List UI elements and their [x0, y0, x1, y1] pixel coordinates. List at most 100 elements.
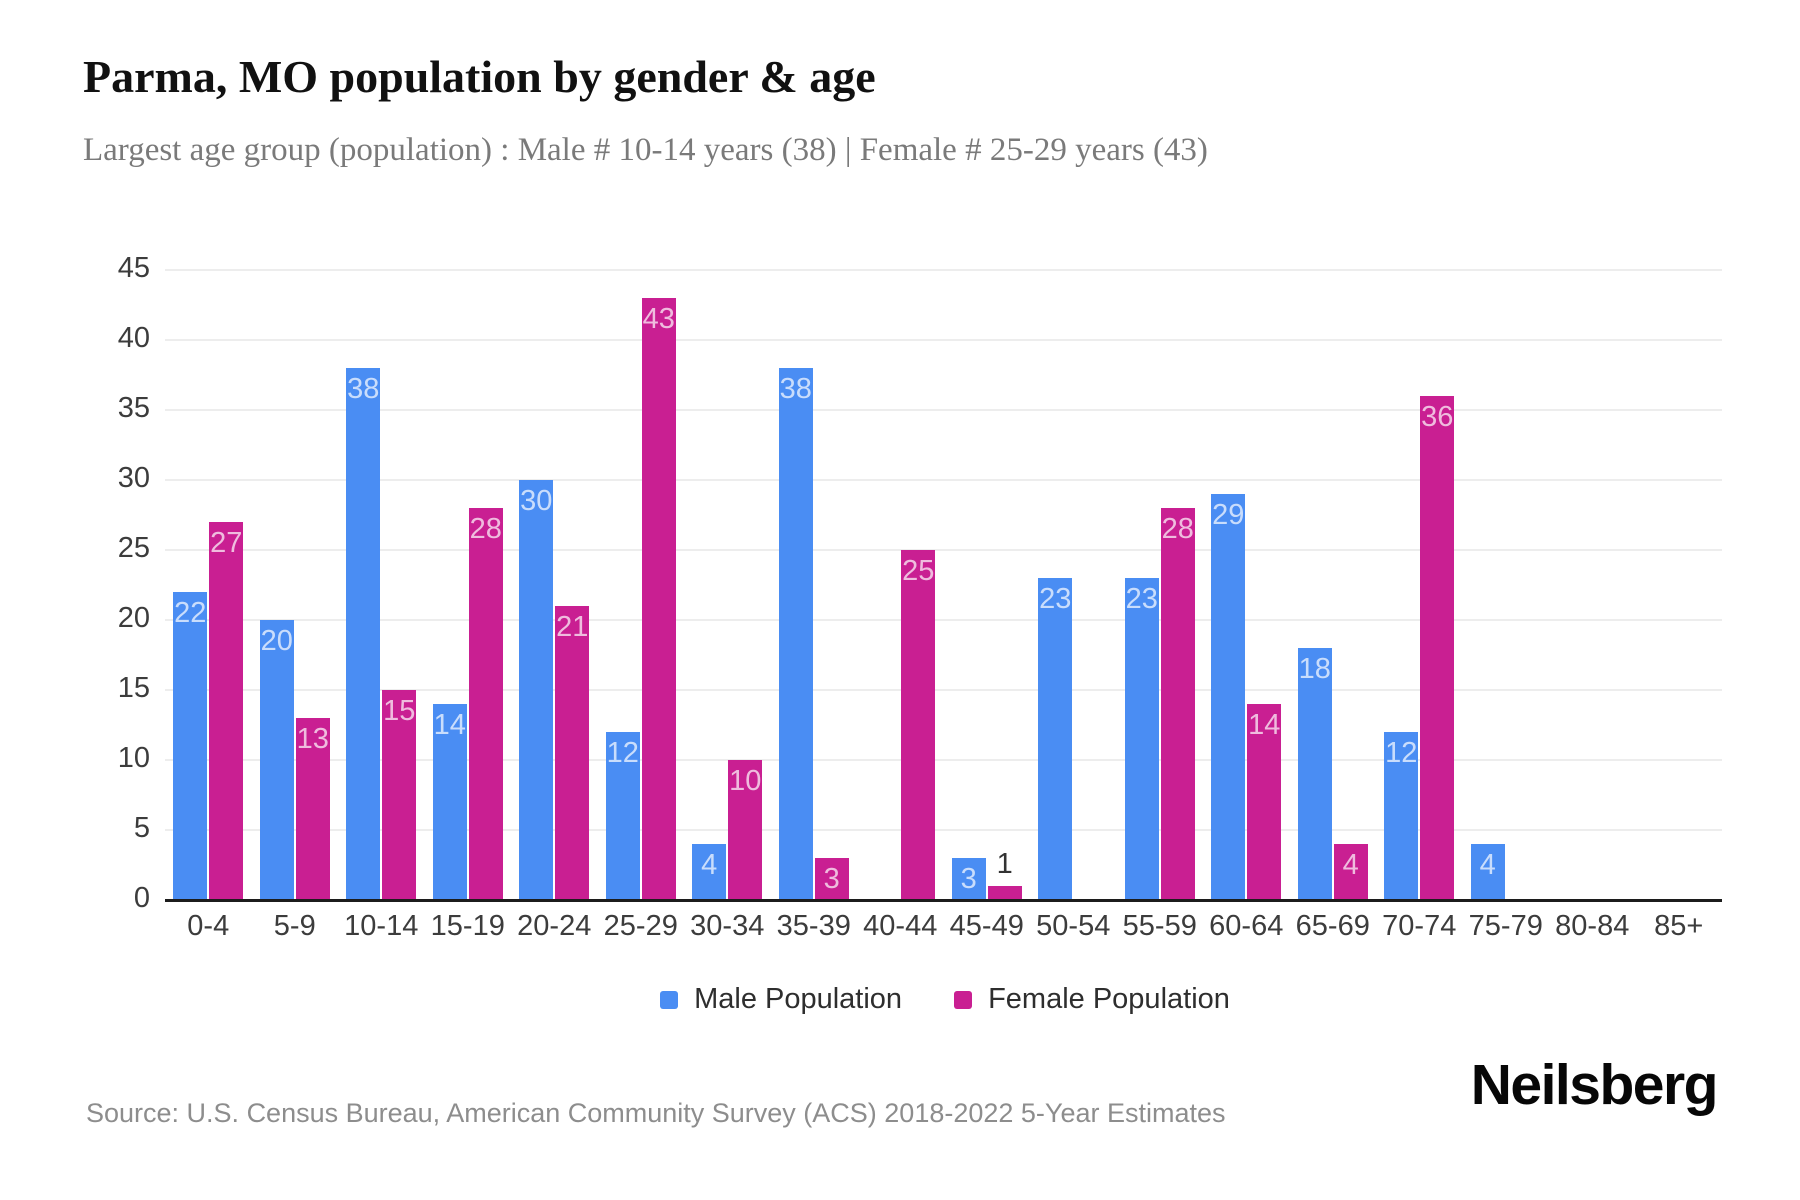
x-axis-tick-label-80-84: 80-84: [1555, 910, 1630, 942]
gridline-15: [165, 689, 1722, 691]
y-axis-tick-label: 40: [117, 322, 150, 354]
bar-male-5-9-value-label: 20: [260, 625, 293, 657]
bar-male-5-9[interactable]: [259, 620, 294, 900]
x-axis-tick-label-0-4: 0-4: [187, 910, 230, 942]
bar-female-5-9-value-label: 13: [296, 723, 329, 755]
bar-male-55-59-value-label: 23: [1125, 583, 1158, 615]
bar-male-15-19-value-label: 14: [433, 709, 466, 741]
x-axis-tick-label-50-54: 50-54: [1036, 910, 1111, 942]
bar-female-55-59[interactable]: [1160, 508, 1195, 900]
bar-male-10-14-value-label: 38: [347, 373, 380, 405]
bar-male-45-49[interactable]: [951, 858, 986, 900]
x-axis-tick-label-60-64: 60-64: [1209, 910, 1284, 942]
bar-male-50-54-value-label: 23: [1039, 583, 1072, 615]
bar-male-35-39[interactable]: [778, 368, 813, 900]
legend-item-male[interactable]: Male Population: [660, 983, 902, 1016]
y-axis-tick-label: 35: [117, 392, 150, 424]
bar-male-70-74[interactable]: [1384, 732, 1419, 900]
x-axis-tick-label-65-69: 65-69: [1295, 910, 1370, 942]
bar-female-15-19[interactable]: [468, 508, 503, 900]
bar-male-60-64-value-label: 29: [1212, 499, 1245, 531]
bar-male-75-79[interactable]: [1470, 844, 1505, 900]
chart-subtitle: Largest age group (population) : Male # …: [83, 132, 1208, 168]
legend-item-female[interactable]: Female Population: [954, 983, 1230, 1016]
x-axis-tick-label-25-29: 25-29: [603, 910, 678, 942]
bar-male-35-39-value-label: 38: [779, 373, 812, 405]
gridline-40: [165, 339, 1722, 341]
bar-male-65-69[interactable]: [1297, 648, 1332, 900]
bar-male-10-14[interactable]: [346, 368, 381, 900]
bar-male-0-4-value-label: 22: [174, 597, 207, 629]
y-axis-tick-label: 5: [133, 812, 150, 844]
bar-male-25-29[interactable]: [605, 732, 640, 900]
legend-swatch-icon: [660, 990, 679, 1009]
bar-female-35-39-value-label: 3: [823, 863, 840, 895]
legend-swatch-icon: [954, 990, 973, 1009]
y-axis-tick-label: 20: [117, 602, 150, 634]
bar-female-30-34[interactable]: [728, 760, 763, 900]
bar-female-70-74[interactable]: [1420, 396, 1455, 900]
neilsberg-logo: Neilsberg: [1470, 1053, 1719, 1117]
bar-female-60-64[interactable]: [1247, 704, 1282, 900]
gridline-30: [165, 479, 1722, 481]
bar-male-0-4[interactable]: [173, 592, 208, 900]
bar-male-70-74-value-label: 12: [1385, 737, 1418, 769]
gridline-20: [165, 619, 1722, 621]
y-axis-tick-label: 10: [117, 742, 150, 774]
chart-title: Parma, MO population by gender & age: [83, 51, 876, 102]
bar-male-55-59[interactable]: [1124, 578, 1159, 900]
bar-female-55-59-value-label: 28: [1161, 513, 1194, 545]
x-axis-tick-label-10-14: 10-14: [344, 910, 419, 942]
x-axis-tick-label-45-49: 45-49: [949, 910, 1024, 942]
x-axis-tick-label-70-74: 70-74: [1382, 910, 1457, 942]
gridline-45: [165, 269, 1722, 271]
bar-female-10-14-value-label: 15: [383, 695, 416, 727]
bar-female-20-24-value-label: 21: [556, 611, 589, 643]
source-note: Source: U.S. Census Bureau, American Com…: [86, 1098, 1226, 1128]
chart-legend: Male Population Female Population: [165, 983, 1725, 1016]
x-axis-tick-label-20-24: 20-24: [517, 910, 592, 942]
gridline-5: [165, 829, 1722, 831]
bar-female-65-69[interactable]: [1333, 844, 1368, 900]
bar-male-15-19[interactable]: [432, 704, 467, 900]
x-axis-tick-label-15-19: 15-19: [430, 910, 505, 942]
gridline-25: [165, 549, 1722, 551]
bar-male-45-49-value-label: 3: [960, 863, 977, 895]
bar-female-10-14[interactable]: [382, 690, 417, 900]
x-axis-line: [165, 899, 1722, 902]
x-axis-tick-label-5-9: 5-9: [273, 910, 316, 942]
bar-female-40-44[interactable]: [901, 550, 936, 900]
bar-female-65-69-value-label: 4: [1342, 849, 1359, 881]
gridline-35: [165, 409, 1722, 411]
y-axis-tick-label: 25: [117, 532, 150, 564]
bar-female-0-4-value-label: 27: [210, 527, 243, 559]
bar-female-60-64-value-label: 14: [1248, 709, 1281, 741]
y-axis-tick-label: 30: [117, 462, 150, 494]
bar-female-0-4[interactable]: [209, 522, 244, 900]
bar-male-60-64[interactable]: [1211, 494, 1246, 900]
x-axis-tick-label-85+: 85+: [1654, 910, 1704, 942]
legend-label: Male Population: [694, 983, 903, 1015]
bar-male-30-34[interactable]: [692, 844, 727, 900]
bar-male-20-24-value-label: 30: [520, 485, 553, 517]
bar-female-70-74-value-label: 36: [1421, 401, 1454, 433]
bar-female-5-9[interactable]: [295, 718, 330, 900]
bar-female-45-49[interactable]: [987, 886, 1022, 900]
bar-male-75-79-value-label: 4: [1479, 849, 1496, 881]
bar-female-35-39[interactable]: [814, 858, 849, 900]
x-axis-tick-label-40-44: 40-44: [863, 910, 938, 942]
gridline-10: [165, 759, 1722, 761]
bar-female-40-44-value-label: 25: [902, 555, 935, 587]
x-axis-tick-label-30-34: 30-34: [690, 910, 765, 942]
bar-male-20-24[interactable]: [519, 480, 554, 900]
bar-male-65-69-value-label: 18: [1298, 653, 1331, 685]
bar-male-30-34-value-label: 4: [701, 849, 718, 881]
x-axis-tick-label-35-39: 35-39: [776, 910, 851, 942]
bar-male-50-54[interactable]: [1038, 578, 1073, 900]
y-axis-tick-label: 45: [117, 252, 150, 284]
bar-female-25-29-value-label: 43: [642, 303, 675, 335]
bar-female-25-29[interactable]: [641, 298, 676, 900]
bar-female-20-24[interactable]: [555, 606, 590, 900]
